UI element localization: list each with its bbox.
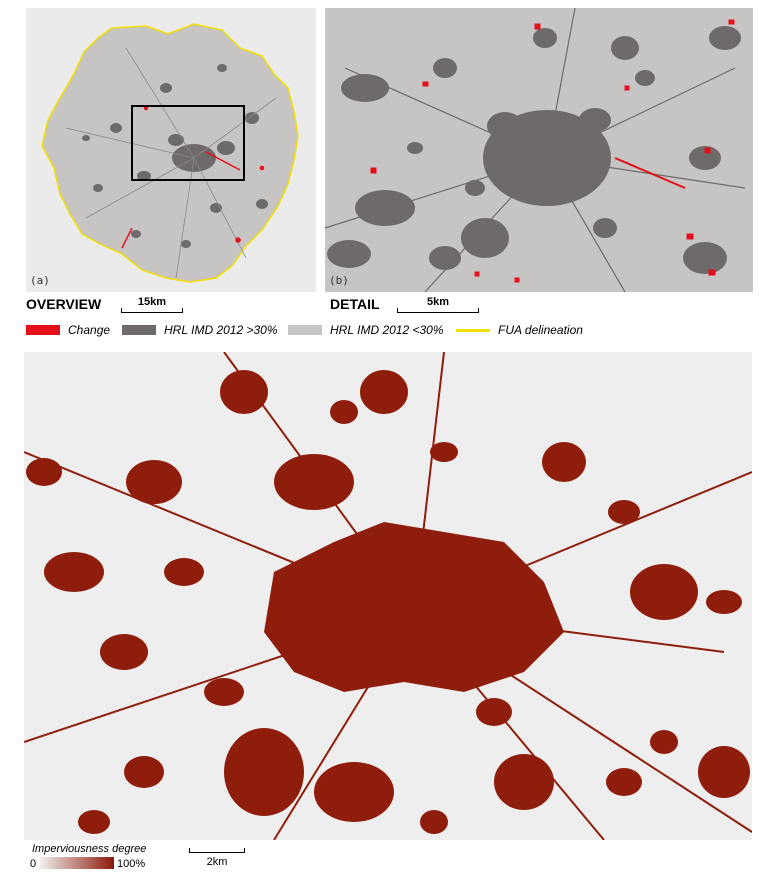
detail-scale-text: 5km [426, 296, 450, 308]
legend-imd-high: HRL IMD 2012 >30% [122, 323, 278, 337]
overview-label: OVERVIEW [26, 296, 102, 312]
impervious-roads [24, 352, 752, 840]
overview-map: (a) [26, 8, 316, 292]
fua-area [41, 23, 299, 283]
imperviousness-map [24, 352, 752, 840]
legend-swatch-fua [456, 328, 490, 332]
legend-fua: FUA delineation [456, 323, 583, 337]
legend-change: Change [26, 323, 110, 337]
overview-scale-bar [121, 308, 183, 313]
detail-map: (b) [325, 8, 753, 292]
gradient-bar [40, 857, 114, 869]
detail-change [370, 19, 735, 283]
gradient-max: 100% [117, 858, 146, 870]
overview-scale-text: 15km [137, 296, 167, 308]
gradient-title: Imperviousness degree [32, 843, 147, 855]
main-scale-bar [189, 848, 245, 853]
detail-roads [325, 8, 746, 292]
detail-label: DETAIL [330, 296, 380, 312]
overview-tag: (a) [30, 274, 50, 287]
detail-urban [327, 26, 741, 274]
detail-extent-box [131, 105, 245, 181]
detail-tag: (b) [329, 274, 349, 287]
gradient-min: 0 [30, 858, 37, 870]
main-scale-text: 2km [206, 856, 228, 868]
legend-imd-low: HRL IMD 2012 <30% [288, 323, 444, 337]
overview-change [121, 105, 265, 249]
legend-swatch-imd-low [288, 325, 322, 335]
legend-swatch-imd-high [122, 325, 156, 335]
detail-scale-bar [397, 308, 479, 313]
legend-swatch-change [26, 325, 60, 335]
